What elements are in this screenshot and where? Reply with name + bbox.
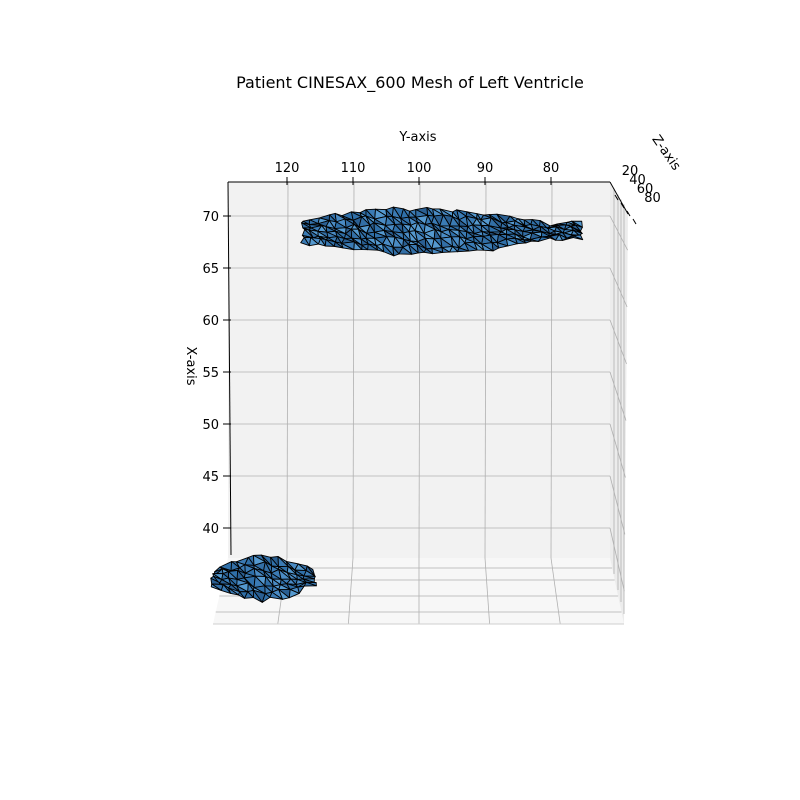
y-tick-label: 120 (275, 161, 300, 176)
mesh-face (431, 248, 444, 255)
mesh-face (261, 593, 271, 603)
mesh-face (308, 237, 319, 247)
y-tick-label: 100 (407, 161, 432, 176)
z-tick-label: 20 (622, 164, 639, 179)
z-tick-mark (614, 194, 619, 201)
mesh-face (423, 248, 433, 255)
mesh-face (228, 587, 239, 596)
mesh-face (288, 588, 300, 599)
mesh-face (408, 244, 419, 255)
mesh-face (529, 239, 539, 242)
mesh-face (303, 581, 317, 587)
mesh-1 (300, 206, 584, 257)
mesh-face (449, 246, 459, 253)
x-tick-label: 40 (202, 522, 219, 537)
mesh-layer (210, 206, 584, 603)
grid-line-y (550, 181, 553, 559)
mesh-face (353, 241, 363, 251)
z-tick-label: 80 (644, 191, 661, 206)
mesh-face (300, 236, 310, 247)
mesh-face (237, 591, 245, 599)
mesh-face (278, 588, 290, 600)
mesh-face (416, 244, 425, 254)
z-tick-label: 60 (637, 182, 654, 197)
mesh-face (269, 591, 283, 600)
x-tick-label: 70 (202, 210, 219, 225)
mesh-2 (210, 554, 317, 603)
side-grid-line (609, 475, 626, 535)
floor-grid-line (484, 557, 491, 625)
mesh-face (220, 584, 232, 594)
mesh-face (473, 241, 485, 251)
z-tick-mark (632, 218, 637, 225)
mesh-face (514, 237, 527, 245)
x-axis-line (227, 181, 232, 556)
floor-grid-line (550, 557, 561, 625)
y-tick-label: 80 (543, 161, 560, 176)
chart-title: Patient CINESAX_600 Mesh of Left Ventric… (236, 73, 584, 93)
mesh-face (537, 236, 551, 242)
mesh-face (457, 247, 470, 253)
floor-grid-line (347, 557, 354, 625)
mesh-face (297, 585, 305, 594)
mesh-face (392, 246, 400, 257)
z-axis-label: Z-axis (648, 133, 683, 174)
mesh-face (441, 247, 451, 253)
mesh-face (333, 241, 344, 249)
mesh-face (244, 591, 254, 599)
floor-pane-face (213, 558, 624, 624)
side-pane-face (610, 182, 628, 624)
y-axis-label: Y-axis (398, 130, 436, 145)
z-axis-line (609, 181, 629, 215)
mesh-face (505, 238, 518, 247)
y-tick-label: 90 (477, 161, 494, 176)
mesh-face (324, 239, 335, 247)
side-pane (610, 182, 628, 624)
y-axis-ticks: 120 110 100 90 80 (275, 161, 560, 185)
mesh-face (523, 239, 532, 244)
mesh-face (361, 244, 369, 251)
mesh-face (210, 583, 222, 591)
x-axis-label: X-axis (183, 347, 198, 386)
mesh-face (340, 242, 355, 251)
mesh-face (375, 245, 385, 253)
mesh-face (572, 235, 584, 241)
mesh-face (549, 235, 557, 241)
mesh-face (496, 242, 509, 249)
x-tick-label: 55 (202, 366, 219, 381)
side-grid-line (609, 527, 625, 592)
mesh-face (252, 589, 263, 603)
x-tick-label: 50 (202, 418, 219, 433)
side-grid-line (609, 215, 628, 251)
mesh-face (464, 242, 478, 252)
z-tick-label: 40 (629, 173, 646, 188)
mesh-face (491, 242, 500, 252)
y-tick-label: 110 (341, 161, 366, 176)
x-tick-label: 65 (202, 262, 219, 277)
mesh-face (398, 246, 413, 255)
x-tick-label: 60 (202, 314, 219, 329)
mesh-face (367, 243, 379, 251)
mesh-face (555, 234, 564, 241)
grid-line-y (286, 181, 289, 559)
x-tick-label: 45 (202, 470, 219, 485)
mesh-face (382, 243, 395, 257)
x-axis-ticks: 40 45 50 55 60 65 70 (202, 210, 231, 537)
z-tick-mark (626, 210, 631, 217)
mesh-face (562, 237, 574, 241)
mesh-face (481, 243, 494, 252)
z-tick-mark (620, 202, 625, 209)
floor-pane (213, 558, 624, 624)
mesh-face (317, 238, 326, 247)
